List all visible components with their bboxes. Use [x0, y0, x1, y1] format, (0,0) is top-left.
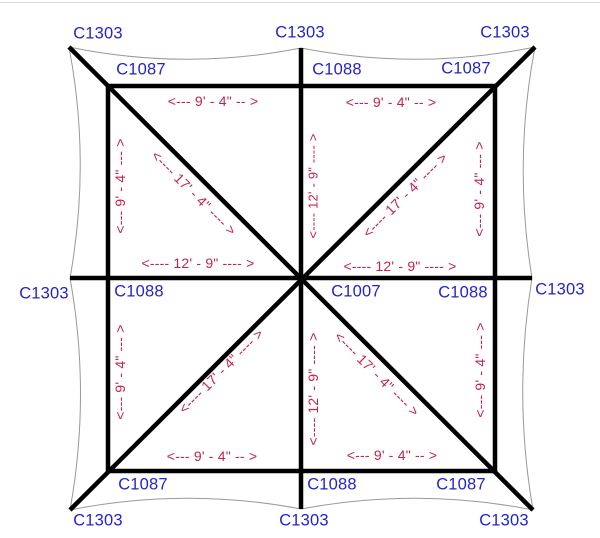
dim-label-left-top-edge: <--- 9' - 4" --- > — [112, 138, 128, 234]
frame-diagonal-ne-sw — [68, 45, 537, 512]
fabric-edge-curves — [68, 46, 536, 511]
node-label-panel-center: C1007 — [331, 282, 381, 301]
node-label-panel-top-right: C1087 — [441, 59, 491, 78]
node-label-outer-bottom-center: C1303 — [279, 511, 329, 530]
dim-label-mid-left-span: <---- 12' - 9" ---- > — [141, 255, 255, 271]
node-label-outer-top-right: C1303 — [480, 23, 530, 42]
dim-label-top-right-edge: <--- 9' - 4" -- > — [345, 94, 437, 110]
dim-label-left-bottom-edge: <--- 9' - 4" --- > — [112, 324, 128, 420]
node-label-outer-top-left: C1303 — [73, 24, 123, 43]
node-label-outer-mid-right: C1303 — [535, 280, 585, 299]
frame-lines — [67, 45, 537, 512]
node-label-outer-mid-left: C1303 — [19, 284, 69, 303]
node-label-outer-bottom-right: C1303 — [479, 511, 529, 530]
dim-label-center-bottom-span: <---- 12' - 9" ---- > — [305, 332, 321, 446]
node-label-outer-bottom-left: C1303 — [73, 511, 123, 530]
node-label-panel-mid-right: C1088 — [438, 283, 488, 302]
top-divider-line — [0, 2, 600, 3]
node-label-panel-bottom-center: C1088 — [307, 475, 357, 494]
node-label-panel-mid-left: C1088 — [114, 282, 164, 301]
dim-label-right-bottom-edge: <--- 9' - 4" --- > — [472, 322, 488, 418]
node-label-panel-top-center: C1088 — [312, 60, 362, 79]
node-label-panel-bottom-left: C1087 — [118, 475, 168, 494]
dim-label-center-top-span: <---- 12' - 9" ---- > — [305, 133, 321, 239]
node-label-outer-top-center: C1303 — [275, 23, 325, 42]
node-label-panel-bottom-right: C1087 — [436, 475, 486, 494]
node-label-panel-top-left: C1087 — [116, 60, 166, 79]
dim-label-right-top-edge: <--- 9' - 4" --- > — [471, 141, 487, 237]
dim-label-bottom-left-edge: <--- 9' - 4" -- > — [166, 448, 258, 464]
dim-label-mid-right-span: <---- 12' - 9" ---- > — [343, 258, 457, 274]
dim-label-bottom-right-edge: <--- 9' - 4" -- > — [346, 447, 438, 463]
dim-label-top-left-edge: <--- 9' - 4" -- > — [167, 93, 259, 109]
